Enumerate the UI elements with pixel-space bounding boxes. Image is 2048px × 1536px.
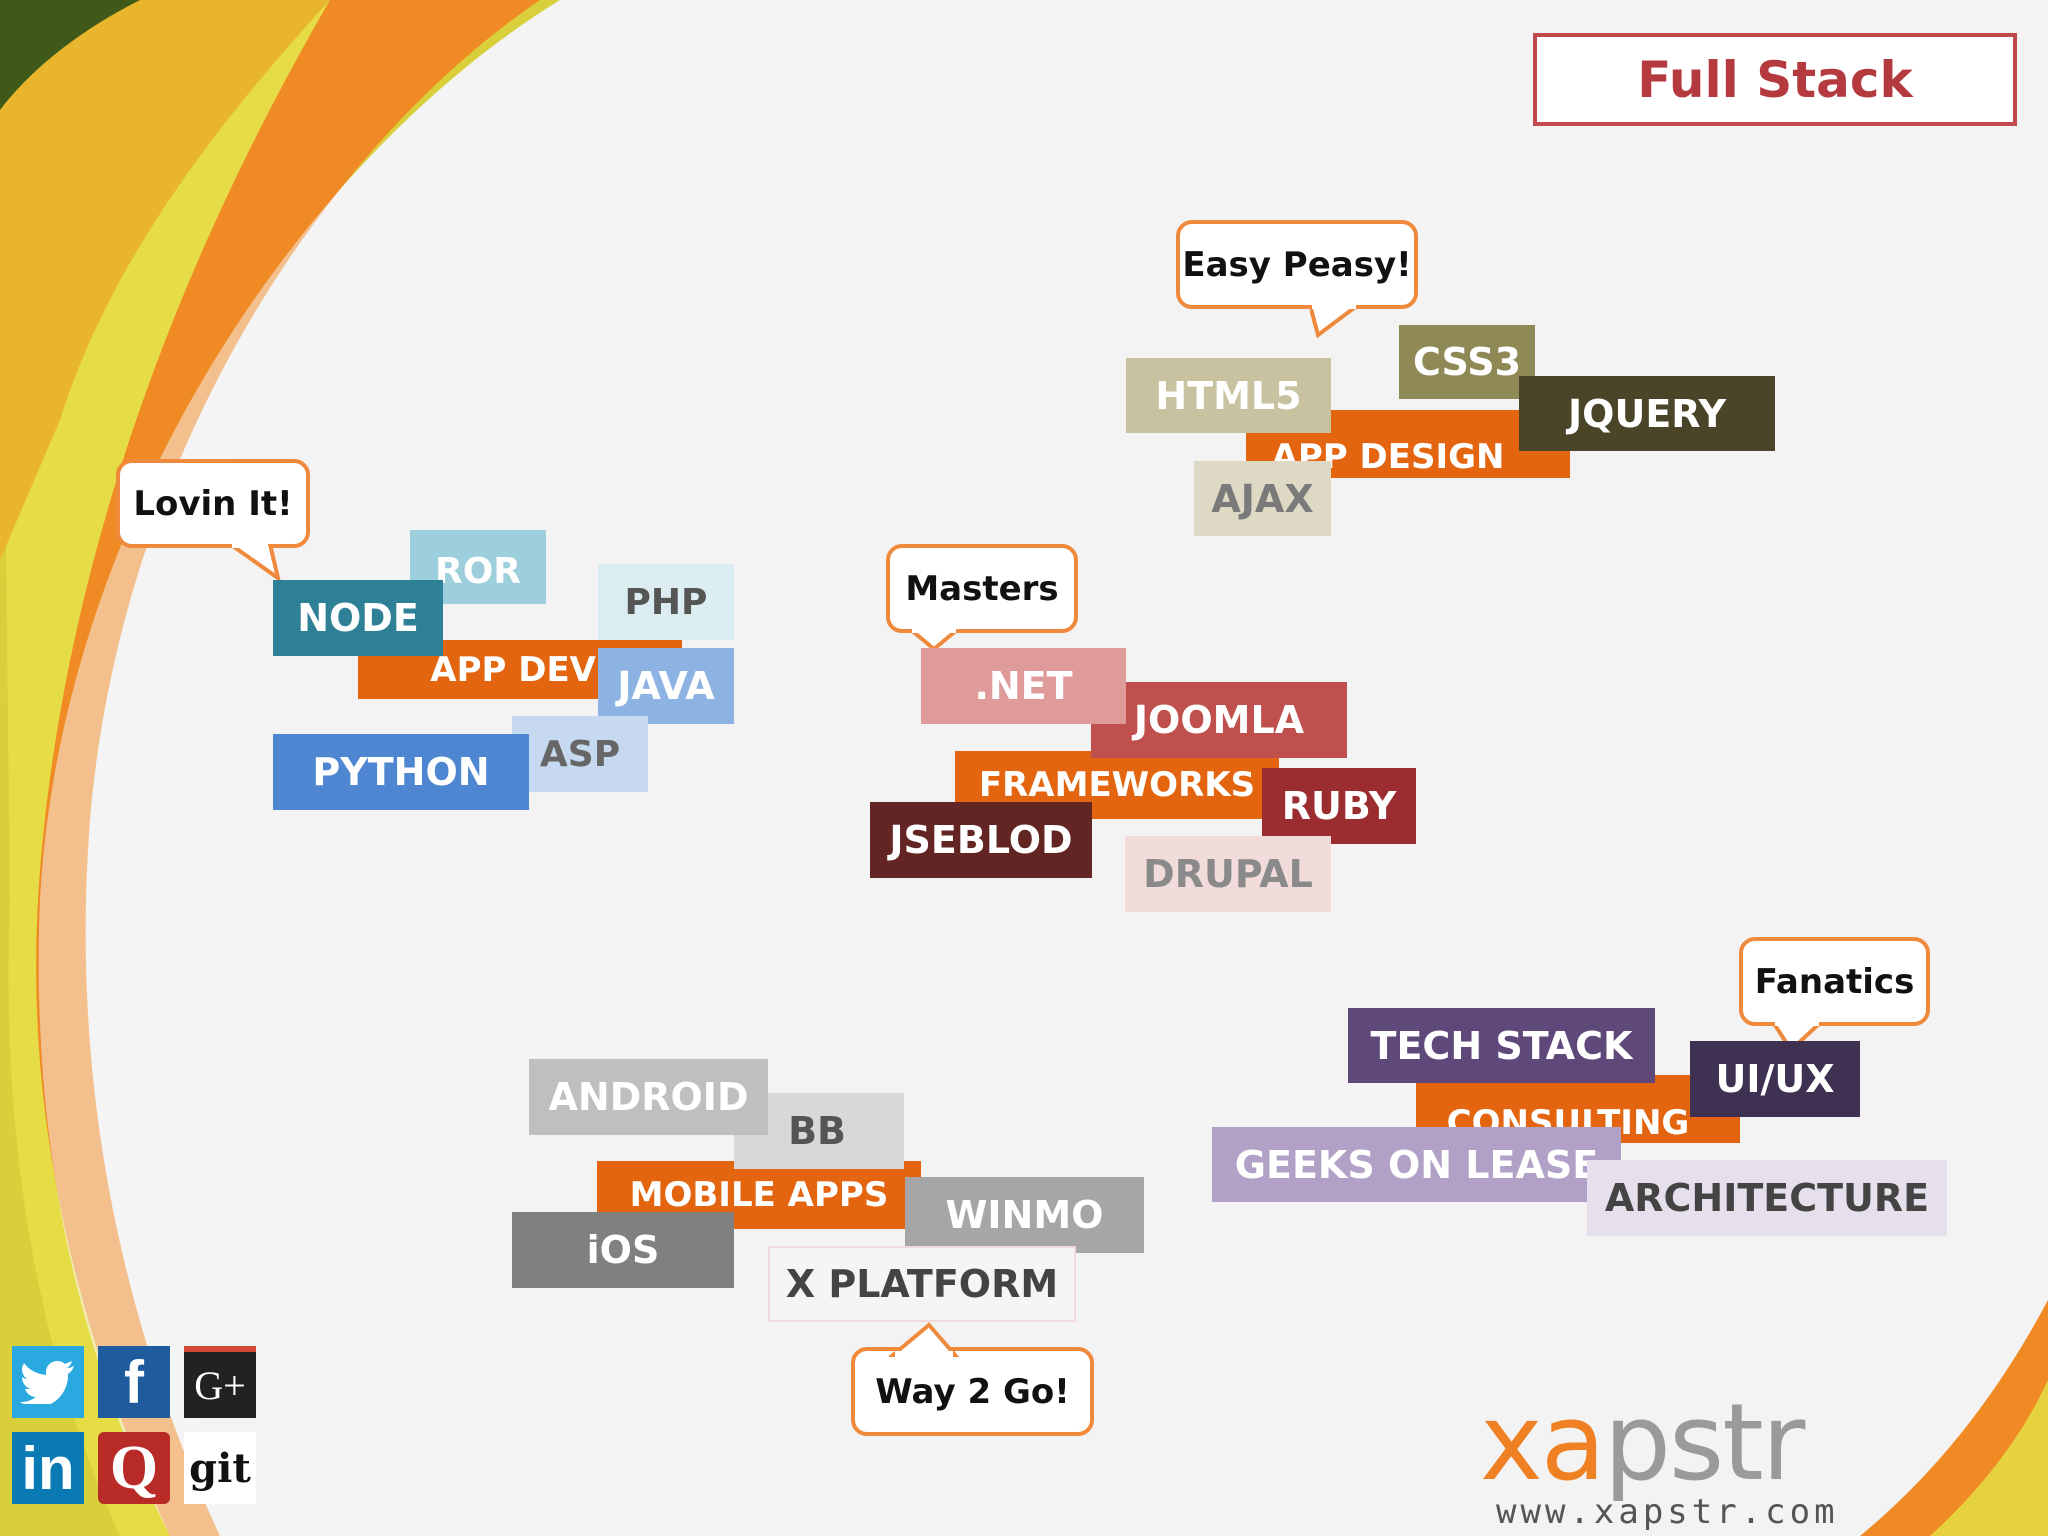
tag-consulting: CONSULTING [1416,1075,1740,1143]
linkedin-icon[interactable]: in [12,1432,84,1504]
tag-java: JAVA [598,648,734,724]
tag-node: NODE [273,580,443,656]
logo-url[interactable]: www.xapstr.com [1496,1492,1839,1532]
tag-ruby: RUBY [1262,768,1416,844]
speech-bubble-easy-peasy: Easy Peasy! [1176,220,1418,339]
tag-x-platform: X PLATFORM [768,1246,1076,1322]
tag-asp: ASP [512,716,648,792]
tag-python: PYTHON [273,734,529,810]
bubble-tail [1310,305,1362,339]
speech-bubble-lovin-it: Lovin It! [116,459,310,583]
twitter-icon[interactable] [12,1346,84,1418]
logo-letter: a [1540,1381,1606,1504]
speech-bubble-masters: Masters [886,544,1078,652]
bubble-tail [889,1322,959,1357]
tag-php: PHP [598,564,734,640]
bubble-text: Way 2 Go! [875,1371,1070,1412]
xapstr-logo[interactable]: xapstr www.xapstr.com [1480,1390,1900,1533]
tag-html5: HTML5 [1126,358,1331,433]
bubble-text: Fanatics [1754,961,1915,1002]
tag-android: ANDROID [529,1059,768,1135]
speech-bubble-way-2-go: Way 2 Go! [851,1322,1094,1436]
tag-ios: iOS [512,1212,734,1288]
logo-letter: x [1480,1381,1543,1504]
google-plus-icon[interactable]: G+ [184,1346,256,1418]
tag-geeks-on-lease: GEEKS ON LEASE [1212,1127,1621,1202]
logo-letter: s [1669,1381,1724,1504]
tag-jquery: JQUERY [1519,376,1775,451]
tag-tech-stack: TECH STACK [1348,1008,1655,1083]
bubble-text: Masters [905,568,1059,609]
tag-ui-ux: UI/UX [1690,1041,1860,1117]
logo-letter: p [1603,1381,1671,1504]
tag-winmo: WINMO [905,1177,1144,1253]
bubble-text: Lovin It! [133,483,293,524]
bubble-tail [230,544,282,583]
bubble-tail [1773,1022,1824,1054]
facebook-icon[interactable]: f [98,1346,170,1418]
speech-bubble-fanatics: Fanatics [1739,937,1930,1054]
tag-css3: CSS3 [1399,325,1535,399]
tag-drupal: DRUPAL [1125,836,1331,912]
quora-icon[interactable]: Q [98,1432,170,1504]
bubble-text: Easy Peasy! [1182,244,1412,285]
tag-jseblod: JSEBLOD [870,802,1092,878]
tag-ajax: AJAX [1194,461,1331,536]
logo-letter: t [1722,1381,1764,1504]
git-icon[interactable]: git [184,1432,256,1504]
tag-dotnet: .NET [921,648,1126,724]
logo-wordmark: xapstr [1480,1390,1805,1496]
tag-joomla: JOOMLA [1091,682,1347,758]
twitter-bird-glyph [20,1361,74,1404]
page-title: Full Stack [1533,33,2017,126]
tag-architecture: ARCHITECTURE [1587,1160,1947,1236]
logo-letter: r [1761,1381,1806,1504]
bubble-tail [910,629,962,652]
